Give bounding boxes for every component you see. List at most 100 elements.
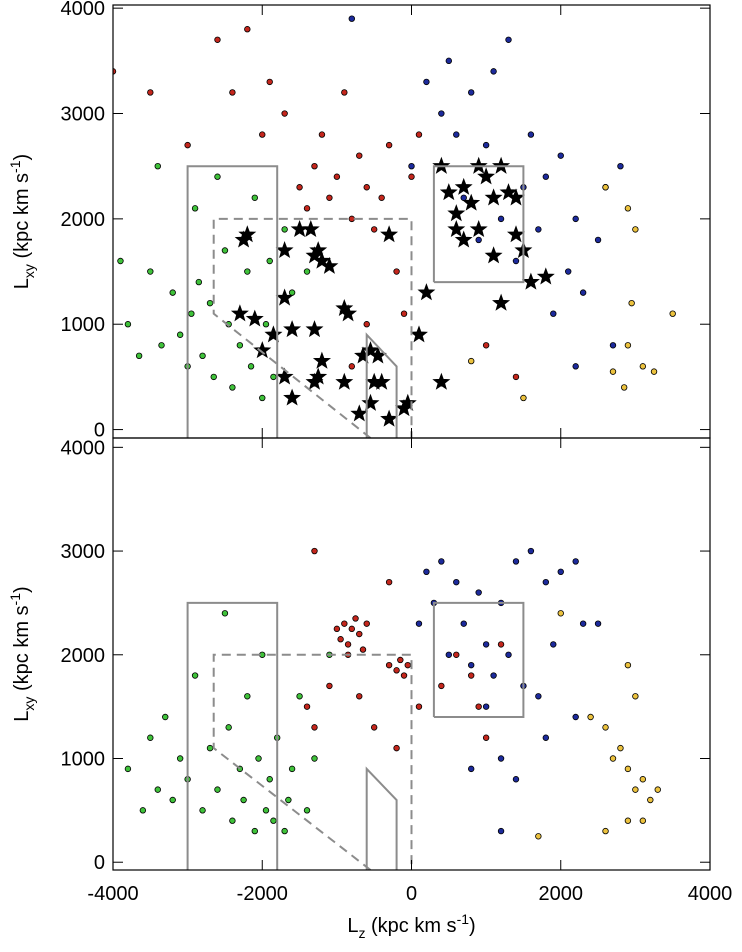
point [647,796,654,804]
star-point [492,293,511,311]
point [311,162,318,170]
point [370,724,378,731]
axis-label: Lz (kpc km s-1) [347,911,475,941]
point [512,373,520,381]
point [535,833,542,840]
point [240,796,247,804]
star-point [275,241,294,259]
point [195,278,203,286]
point [609,368,617,375]
star-point [536,267,555,285]
point [587,713,594,721]
point [628,299,635,307]
star-point [350,404,369,422]
point [542,173,550,180]
point [624,765,632,773]
point [191,205,199,212]
point [154,786,161,793]
star-point [417,283,436,301]
point [214,786,221,793]
point [445,651,453,658]
point [602,184,609,191]
point [602,724,609,731]
point [206,299,214,307]
point [333,625,341,633]
axis-label-part: (kpc km s [365,915,456,937]
star-point [410,325,428,343]
point [423,568,430,576]
point [229,384,236,391]
point [326,194,333,201]
point [475,703,482,710]
point [557,610,564,617]
point [154,162,161,170]
point [236,342,244,349]
point [363,620,370,627]
point [113,68,117,75]
star-point [462,193,481,211]
axis-label-part: xy [21,697,37,711]
y-tick-label: 2000 [61,645,106,667]
point [617,162,624,170]
star-point [521,272,540,290]
x-tick-label: 2000 [539,883,584,905]
point [206,744,214,752]
point [497,215,505,223]
point [259,131,266,138]
point [363,184,370,191]
star-point [398,393,417,411]
point [482,141,490,149]
point [468,89,475,96]
star-point [477,167,496,185]
star-point [380,225,399,243]
axis-label-part: -1 [7,593,23,606]
point [139,807,147,814]
point [184,141,191,149]
axis-label-part: (kpc km s [11,173,33,264]
point [117,257,124,265]
point [285,796,292,804]
point [393,268,400,275]
point [288,765,296,773]
x-tick-label: 0 [406,883,417,905]
point [385,141,393,149]
star-point [305,320,324,338]
star-point [238,225,257,243]
star-point [469,219,488,238]
point [505,651,512,658]
point [542,734,550,741]
star-point [507,188,525,206]
point [400,310,408,317]
point [281,110,288,117]
point [337,636,344,643]
point [311,724,318,731]
point [632,226,639,233]
point [244,26,251,33]
star-point [264,325,283,343]
point [385,578,393,586]
point [266,78,273,86]
point [191,672,199,679]
star-point [301,219,320,238]
point [408,162,415,170]
point [639,363,647,370]
axis-label-part: z [358,925,365,941]
point [124,765,132,773]
point [415,703,423,710]
point [352,615,359,622]
point [445,57,453,65]
x-tick-label: -4000 [87,883,138,905]
point [176,755,184,762]
star-point [484,246,503,264]
point [609,342,617,349]
point [624,661,632,669]
point [639,817,647,824]
point [303,205,311,212]
point [370,226,378,233]
star-point [320,256,339,274]
point [147,734,154,741]
star-point [275,288,294,306]
point [404,661,411,669]
point [602,827,609,835]
point [579,620,587,627]
